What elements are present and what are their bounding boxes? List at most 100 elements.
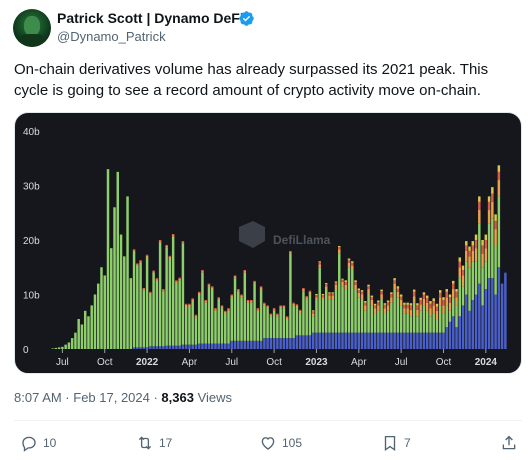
bar-segment bbox=[334, 289, 338, 333]
bar-segment bbox=[318, 332, 321, 349]
bar-segment bbox=[132, 251, 136, 348]
author-name[interactable]: Patrick Scott | Dynamo DeFi bbox=[57, 10, 244, 26]
bar-segment bbox=[399, 299, 403, 306]
bar-segment bbox=[162, 290, 165, 292]
bar-segment bbox=[360, 290, 364, 292]
bar-segment bbox=[201, 343, 204, 349]
bar-segment bbox=[491, 201, 494, 219]
bar-segment bbox=[442, 305, 445, 314]
bar-segment bbox=[158, 346, 162, 349]
bar-segment bbox=[230, 295, 234, 298]
bar-segment bbox=[259, 286, 263, 288]
bar-segment bbox=[246, 299, 250, 302]
bar-segment bbox=[487, 223, 491, 279]
bar-segment bbox=[250, 340, 253, 349]
bar-segment bbox=[500, 283, 504, 349]
bar-segment bbox=[390, 297, 393, 303]
bar-segment bbox=[184, 303, 188, 305]
bar-segment bbox=[422, 305, 426, 333]
bar-segment bbox=[155, 278, 159, 280]
share-button[interactable] bbox=[500, 433, 523, 453]
avatar[interactable] bbox=[13, 9, 51, 47]
bar-segment bbox=[266, 308, 269, 339]
bar-segment bbox=[145, 257, 149, 348]
bar-segment bbox=[445, 305, 448, 328]
author-handle[interactable]: @Dynamo_Patrick bbox=[57, 29, 166, 44]
bar-segment bbox=[471, 261, 475, 300]
bar-segment bbox=[380, 291, 383, 295]
bar-segment bbox=[152, 272, 155, 347]
reply-button[interactable]: 10 bbox=[20, 433, 56, 453]
bar-segment bbox=[438, 297, 442, 306]
bar-segment bbox=[246, 302, 250, 341]
bar-segment bbox=[357, 292, 361, 298]
bar-segment bbox=[145, 347, 149, 349]
bar-segment bbox=[220, 306, 224, 309]
bar-segment bbox=[403, 313, 406, 333]
bar-segment bbox=[70, 338, 74, 349]
bar-segment bbox=[168, 255, 172, 257]
bar-segment bbox=[419, 332, 422, 349]
bar-segment bbox=[305, 296, 308, 298]
bar-segment bbox=[406, 313, 409, 333]
bar-segment bbox=[331, 295, 334, 300]
bar-segment bbox=[354, 280, 357, 282]
bar-segment bbox=[393, 332, 396, 349]
bar-segment bbox=[171, 345, 175, 349]
bar-segment bbox=[197, 343, 201, 349]
bar-segment bbox=[321, 293, 325, 296]
bar-segment bbox=[272, 310, 276, 339]
bar-segment bbox=[139, 261, 142, 263]
bar-segment bbox=[409, 309, 413, 317]
bar-segment bbox=[448, 310, 452, 322]
bar-segment bbox=[370, 332, 374, 349]
bar-segment bbox=[162, 291, 165, 347]
bar-segment bbox=[145, 254, 149, 256]
bar-segment bbox=[302, 335, 305, 349]
bar-segment bbox=[285, 338, 289, 349]
bar-segment bbox=[207, 286, 211, 344]
bar-segment bbox=[465, 294, 468, 349]
bar-segment bbox=[227, 308, 230, 310]
bar-segment bbox=[315, 293, 318, 296]
like-button[interactable]: 105 bbox=[259, 433, 302, 453]
bar-segment bbox=[266, 306, 269, 309]
timestamp[interactable]: 8:07 AM · Feb 17, 2024 · bbox=[14, 390, 162, 405]
bar-segment bbox=[377, 305, 380, 311]
bar-segment bbox=[194, 315, 198, 318]
bar-segment bbox=[341, 286, 344, 333]
repost-button[interactable]: 17 bbox=[136, 433, 172, 453]
bar-segment bbox=[364, 302, 367, 306]
bar-segment bbox=[136, 347, 139, 349]
bar-segment bbox=[471, 245, 475, 251]
bar-segment bbox=[321, 332, 325, 349]
bar-segment bbox=[484, 240, 488, 249]
bar-segment bbox=[298, 313, 302, 336]
bar-segment bbox=[233, 340, 237, 349]
bar-segment bbox=[191, 344, 194, 349]
bar-segment bbox=[250, 301, 253, 303]
bar-segment bbox=[351, 262, 354, 266]
derivatives-volume-chart: DefiLlama 0 10b 20b 30b 40b Jul Oct 2022 Apr Jul Oc… bbox=[23, 127, 507, 368]
bar-segment bbox=[484, 234, 488, 240]
bar-segment bbox=[367, 294, 370, 333]
bar-segment bbox=[448, 302, 452, 311]
bar-segment bbox=[458, 267, 462, 279]
bookmark-button[interactable]: 7 bbox=[381, 433, 411, 453]
bar-segment bbox=[412, 296, 416, 303]
bar-segment bbox=[406, 332, 409, 349]
bar-segment bbox=[455, 289, 458, 292]
bar-segment bbox=[207, 343, 211, 349]
bar-segment bbox=[269, 316, 273, 339]
bar-segment bbox=[504, 272, 507, 349]
bar-segment bbox=[380, 299, 383, 333]
chart-image[interactable]: DefiLlama 0 10b 20b 30b 40b Jul Oct 2022 Apr Jul Oc… bbox=[14, 112, 522, 374]
bar-segment bbox=[416, 309, 419, 317]
bar-segment bbox=[77, 319, 80, 349]
bar-segment bbox=[377, 310, 380, 333]
bar-segment bbox=[165, 247, 168, 346]
bar-segment bbox=[432, 298, 435, 302]
bar-segment bbox=[373, 313, 377, 333]
bar-segment bbox=[246, 301, 250, 303]
bar-segment bbox=[217, 343, 220, 349]
